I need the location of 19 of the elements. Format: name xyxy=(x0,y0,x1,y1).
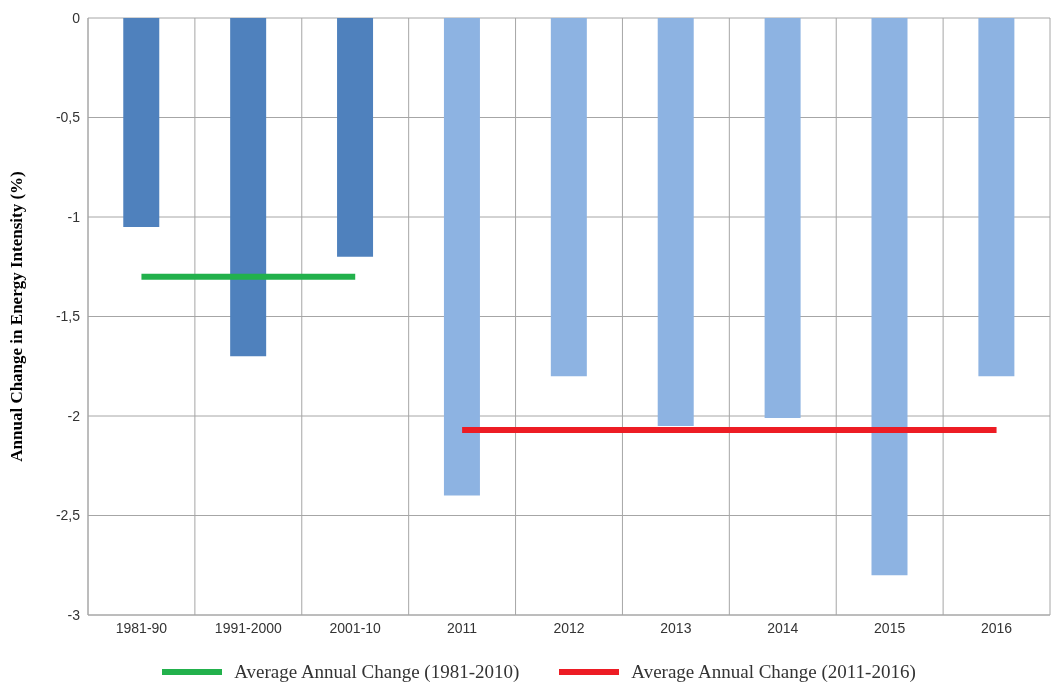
x-tick-label: 2012 xyxy=(553,619,585,636)
y-axis-title: Annual Change in Energy Intensity (%) xyxy=(7,171,27,462)
x-tick-label: 2011 xyxy=(447,619,478,636)
x-tick-label: 2016 xyxy=(980,619,1013,636)
legend-label: Average Annual Change (2011-2016) xyxy=(631,661,916,683)
x-tick-label: 2014 xyxy=(767,619,799,636)
y-tick-label: 0 xyxy=(72,9,81,26)
x-tick-label: 2001-10 xyxy=(329,619,382,636)
y-tick-label: -2 xyxy=(67,407,81,424)
y-tick-label: -0,5 xyxy=(55,109,81,126)
y-tick-label: -1,5 xyxy=(55,308,81,325)
x-tick-label: 1991-2000 xyxy=(214,619,283,636)
y-tick-label: -2,5 xyxy=(55,507,81,524)
y-tick-label: -3 xyxy=(67,606,81,623)
y-tick-label: -1 xyxy=(67,208,81,225)
x-tick-label: 2013 xyxy=(660,619,692,636)
x-tick-label: 2015 xyxy=(874,619,906,636)
x-tick-label: 1981-90 xyxy=(115,619,168,636)
legend-label: Average Annual Change (1981-2010) xyxy=(234,661,520,683)
